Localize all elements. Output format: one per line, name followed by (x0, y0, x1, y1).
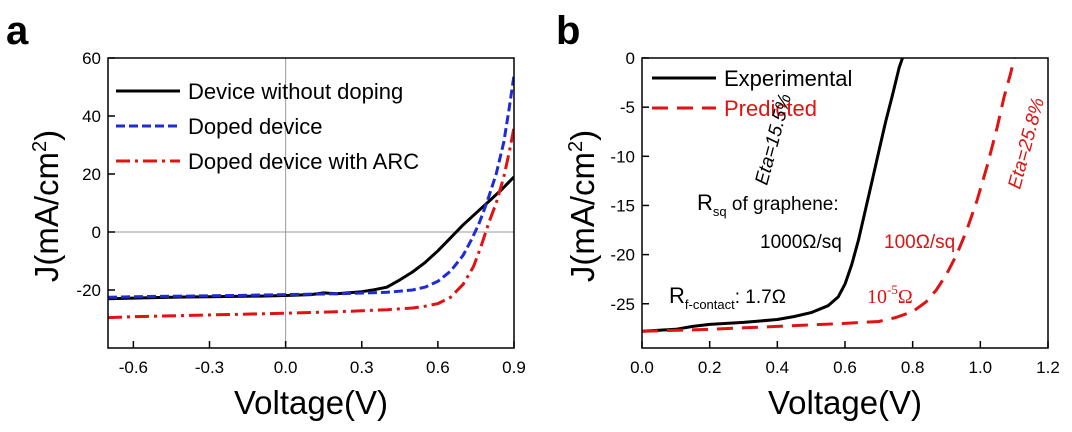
x-tick-label: 1.2 (1036, 358, 1060, 377)
x-tick-label: 0.9 (502, 358, 526, 377)
legend-label: Doped device with ARC (188, 149, 419, 174)
panel-a-zero-lines (108, 58, 514, 348)
x-tick-label: 0.3 (350, 358, 374, 377)
x-tick-label: 0.8 (901, 358, 925, 377)
y-tick-label: 60 (82, 49, 101, 68)
panel-b-letter: b (556, 9, 580, 53)
x-tick-label: 0.6 (833, 358, 857, 377)
series-line-1 (642, 58, 904, 333)
x-tick-label: 0.2 (698, 358, 722, 377)
panel-a-series (108, 75, 514, 320)
panel-b-ticks: 0.0 0.2 0.4 0.6 0.8 1.0 1.2 -25 -20 -15 -10 -5 0 (610, 49, 1059, 377)
series-line-3 (108, 127, 514, 320)
x-tick-label: 0.0 (630, 358, 654, 377)
x-tick-label: -0.6 (119, 358, 148, 377)
series-line-1 (108, 175, 514, 301)
y-tick-label: 0 (626, 49, 635, 68)
panel-a-plot-frame (107, 57, 515, 349)
y-tick-label: -20 (76, 281, 101, 300)
rf-contact-predicted-value: 10-5Ω (867, 282, 913, 308)
panel-a-letter: a (6, 9, 29, 53)
x-tick-label: 0.4 (766, 358, 790, 377)
y-tick-label: -5 (620, 98, 635, 117)
legend-label: Device without doping (188, 79, 403, 104)
x-tick-label: 1.0 (969, 358, 993, 377)
x-tick-label: 0.6 (426, 358, 450, 377)
y-tick-label: -20 (610, 246, 635, 265)
y-tick-label: -10 (610, 147, 635, 166)
rf-contact-label: Rf-contact: 1.7Ω (669, 283, 786, 312)
panel-b-x-axis-title: Voltage(V) (768, 384, 922, 421)
panel-a: a -0.6 -0.3 0.0 0.3 0.6 0.9 -20 0 20 40 60 Device … (6, 9, 526, 421)
y-tick-label: 40 (82, 107, 101, 126)
panel-a-legend: Device without doping Doped device Doped d… (116, 79, 419, 174)
rsq-graphene-label: Rsq of graphene: (697, 190, 839, 219)
panel-a-ticks: -0.6 -0.3 0.0 0.3 0.6 0.9 -20 0 20 40 60 (76, 49, 525, 377)
legend-label: Predicted (724, 96, 817, 121)
rsq-predicted-value: 100Ω/sq (884, 232, 955, 253)
panel-a-y-axis-title: J(mA/cm2) (28, 130, 65, 282)
y-tick-label: -15 (610, 196, 635, 215)
panel-b-y-axis-title: J(mA/cm2) (564, 130, 601, 282)
eta-predicted-label: Eta=25.8% (1005, 95, 1050, 191)
panel-a-x-axis-title: Voltage(V) (234, 384, 388, 421)
y-tick-label: -25 (610, 295, 635, 314)
rsq-experimental-value: 1000Ω/sq (760, 232, 842, 253)
x-tick-label: 0.0 (274, 358, 298, 377)
legend-label: Experimental (724, 66, 852, 91)
y-tick-label: 0 (92, 223, 101, 242)
series-line-2 (108, 75, 514, 299)
series-line-2 (642, 58, 1016, 333)
panel-b-series (642, 58, 1016, 333)
panel-b-legend: Experimental Predicted (652, 66, 852, 121)
legend-label: Doped device (188, 114, 323, 139)
panel-b: b 0.0 0.2 0.4 0.6 0.8 1.0 1.2 -25 -20 -15 -10 -5 0 E… (556, 9, 1060, 421)
x-tick-label: -0.3 (195, 358, 224, 377)
y-tick-label: 20 (82, 165, 101, 184)
